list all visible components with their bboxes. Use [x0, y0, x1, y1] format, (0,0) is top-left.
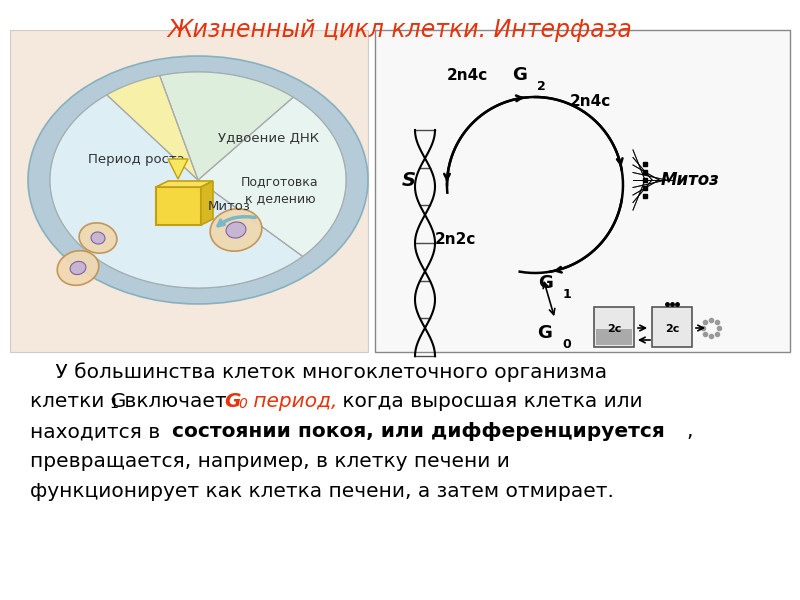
- Text: 1: 1: [109, 397, 118, 411]
- Text: Удвоение ДНК: Удвоение ДНК: [218, 131, 318, 145]
- Text: период,: период,: [247, 392, 338, 411]
- Ellipse shape: [91, 232, 105, 244]
- Text: функционирует как клетка печени, а затем отмирает.: функционирует как клетка печени, а затем…: [30, 482, 614, 501]
- Text: G: G: [537, 324, 552, 342]
- Text: клетки G: клетки G: [30, 392, 126, 411]
- Polygon shape: [201, 181, 213, 225]
- Text: находится в: находится в: [30, 422, 166, 441]
- FancyBboxPatch shape: [10, 30, 368, 352]
- Polygon shape: [156, 187, 201, 225]
- Text: Период роста: Период роста: [88, 154, 184, 166]
- Text: включает: включает: [118, 392, 233, 411]
- Ellipse shape: [28, 56, 368, 304]
- Text: 2n2c: 2n2c: [434, 232, 476, 247]
- FancyBboxPatch shape: [652, 307, 692, 347]
- Text: когда выросшая клетка или: когда выросшая клетка или: [336, 392, 642, 411]
- Text: 2: 2: [537, 80, 546, 93]
- Ellipse shape: [79, 223, 117, 253]
- FancyBboxPatch shape: [596, 329, 632, 345]
- Text: ,: ,: [686, 422, 693, 441]
- Ellipse shape: [210, 209, 262, 251]
- Polygon shape: [50, 95, 302, 288]
- Text: G: G: [512, 66, 527, 84]
- FancyBboxPatch shape: [594, 307, 634, 347]
- Text: Жизненный цикл клетки. Интерфаза: Жизненный цикл клетки. Интерфаза: [167, 18, 633, 42]
- Text: 2n4c: 2n4c: [446, 67, 488, 82]
- Text: 0: 0: [562, 338, 570, 351]
- Polygon shape: [107, 76, 198, 180]
- Text: 1: 1: [563, 288, 572, 301]
- Polygon shape: [160, 72, 293, 180]
- Text: G: G: [538, 274, 553, 292]
- Text: 2n4c: 2n4c: [570, 94, 610, 109]
- Polygon shape: [198, 97, 346, 256]
- Ellipse shape: [70, 262, 86, 275]
- Ellipse shape: [226, 222, 246, 238]
- Polygon shape: [168, 159, 188, 179]
- Text: состоянии покоя, или дифференцируется: состоянии покоя, или дифференцируется: [172, 422, 665, 441]
- Text: S: S: [402, 170, 416, 190]
- Text: 2c: 2c: [607, 324, 621, 334]
- Text: Подготовка
к делению: Подготовка к делению: [241, 175, 319, 205]
- Text: Митоз: Митоз: [208, 199, 251, 212]
- Text: 2c: 2c: [665, 324, 679, 334]
- Ellipse shape: [58, 251, 98, 285]
- Ellipse shape: [50, 72, 346, 288]
- Polygon shape: [156, 181, 213, 187]
- Text: G: G: [224, 392, 241, 411]
- Text: 0: 0: [238, 397, 247, 411]
- Text: превращается, например, в клетку печени и: превращается, например, в клетку печени …: [30, 452, 510, 471]
- Text: Митоз: Митоз: [661, 171, 720, 189]
- Text: У большинства клеток многоклеточного организма: У большинства клеток многоклеточного орг…: [30, 362, 607, 382]
- FancyBboxPatch shape: [375, 30, 790, 352]
